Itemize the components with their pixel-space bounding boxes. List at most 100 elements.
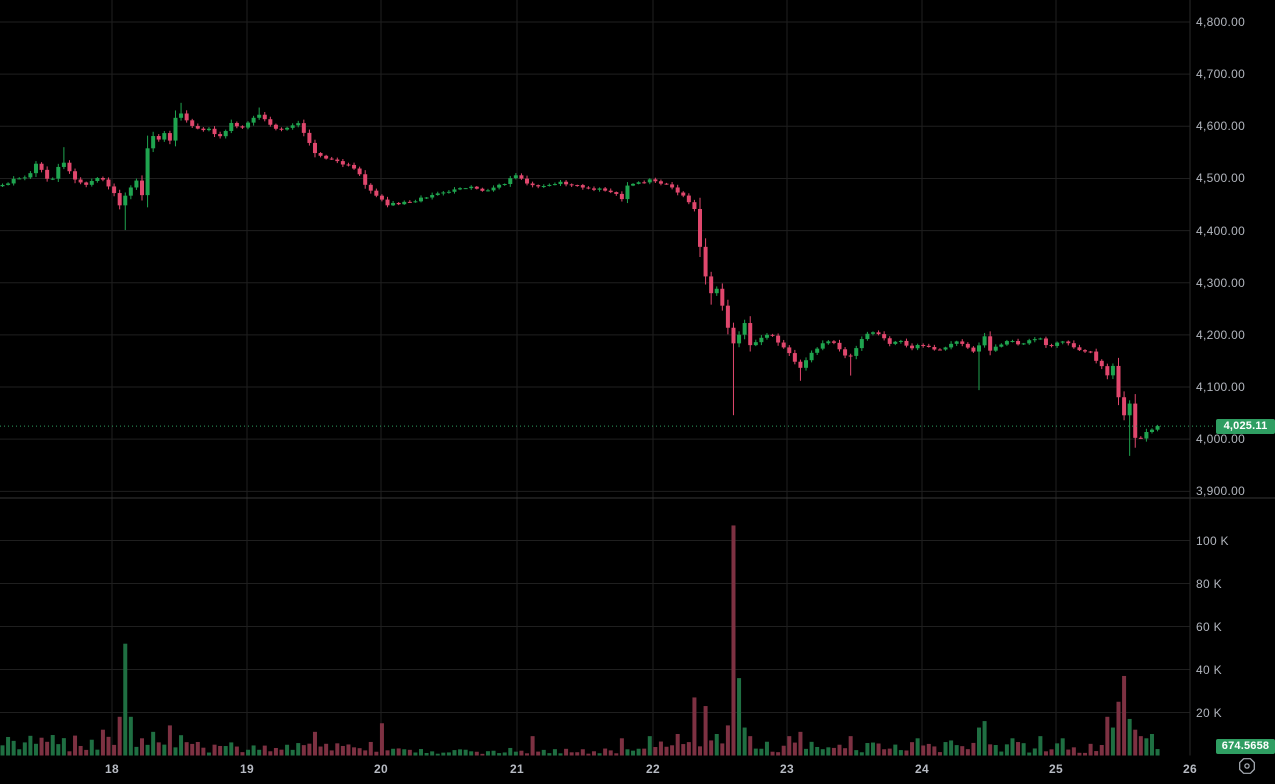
candle-body [402,201,407,205]
time-tick-label: 23 [780,762,794,776]
candle-body [513,175,518,179]
volume-bar [921,745,926,756]
volume-bar [285,744,290,756]
volume-bar [173,747,178,756]
volume-bar [519,750,524,756]
volume-bar [346,744,351,756]
volume-bar [619,738,624,756]
candle-body [770,334,775,336]
candle-body [603,188,608,191]
volume-bar [764,741,769,756]
volume-bar [424,752,429,756]
candle-body [681,192,686,196]
candle-body [1049,345,1054,347]
volume-bar [937,752,942,756]
candle-body [257,114,262,118]
candle-body [497,184,502,188]
volume-bar [485,751,490,756]
candle-body [552,184,557,186]
volume-bar [703,706,708,756]
volume-bar [491,750,496,756]
volume-bar [525,753,530,756]
volume-bar [234,746,239,756]
candle-body [558,181,563,185]
volume-bar [558,753,563,756]
candle-body [6,183,11,185]
candle-body [508,178,513,185]
candle-body [776,335,781,343]
volume-value-badge: 674.5658 [1216,739,1275,754]
candle-body [1038,338,1043,340]
candle-body [815,348,820,353]
candle-body [753,342,758,346]
volume-bar [474,751,479,756]
volume-bar [112,744,117,756]
volume-bar [1133,729,1138,756]
candle-body [184,113,189,121]
volume-bar [541,749,546,756]
volume-bar [1004,744,1009,756]
candle-body [937,349,942,351]
volume-bar [904,750,909,756]
candle-body [1138,437,1143,439]
candle-body [887,338,892,344]
volume-bar [318,746,323,756]
volume-bar [591,751,596,756]
candle-body [151,136,156,149]
volume-bar [1010,738,1015,756]
candle-body [61,162,66,167]
volume-bar [329,750,334,756]
axis-settings-button[interactable] [1238,756,1258,776]
volume-bar [999,751,1004,756]
candle-body [798,361,803,368]
volume-bar [658,741,663,756]
candle-body [921,344,926,346]
candle-body [301,123,306,133]
candle-body [312,142,317,154]
volume-bar [179,735,184,756]
candle-body [882,334,887,339]
last-price-badge: 4,025.11 [1216,418,1275,434]
candle-body [876,332,881,335]
candle-body [17,178,22,180]
volume-bar [664,746,669,756]
volume-bar [357,748,362,756]
volume-bar [614,753,619,756]
volume-bar [246,749,251,756]
candle-body [212,128,217,135]
candle-body [631,183,636,186]
volume-bar [324,743,329,756]
candle-body [84,182,89,185]
candle-body [993,346,998,351]
candle-body [290,125,295,128]
volume-bar [993,745,998,756]
candle-body [385,199,390,206]
candle-body [675,187,680,193]
volume-bar [67,751,72,756]
volume-bar [290,749,295,756]
volume-bar [965,749,970,756]
volume-bar [770,751,775,756]
volume-bar [368,741,373,756]
candle-body [1105,366,1110,376]
candle-body [474,186,479,189]
volume-bar [876,743,881,756]
volume-bar [748,736,753,756]
volume-bar [915,738,920,756]
volume-bar [45,741,50,756]
candle-body [614,192,619,194]
candle-body [1071,343,1076,348]
candle-body [173,117,178,141]
candle-body [742,323,747,335]
time-tick-label: 22 [646,762,660,776]
volume-bar [84,749,89,756]
candle-body [134,180,139,188]
candle-body [1083,350,1088,352]
volume-bar [586,753,591,756]
candle-body [764,334,769,338]
candle-body [335,159,340,162]
volume-bar [167,725,172,756]
time-axis[interactable]: 18 19 20 21 22 23 24 25 26 [0,755,1275,784]
volume-bar [692,697,697,756]
